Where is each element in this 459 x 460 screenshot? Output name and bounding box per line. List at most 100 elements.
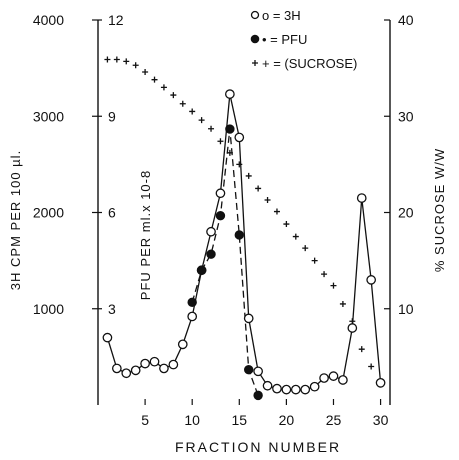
legend-label-3h: o = 3H [262, 8, 301, 23]
point-3h [319, 373, 329, 383]
point-3h [253, 366, 263, 377]
point-sucrose [160, 84, 167, 91]
point-pfu [206, 249, 216, 259]
point-3h [215, 188, 226, 199]
point-sucrose [198, 117, 205, 124]
point-3h [206, 226, 216, 237]
sucrose-tick-label: 20 [398, 205, 414, 221]
point-sucrose [302, 245, 309, 252]
point-sucrose [358, 346, 365, 353]
point-pfu [253, 390, 263, 401]
point-sucrose [236, 161, 243, 168]
point-3h [356, 193, 367, 203]
cpm-axis-title: 3H CPM PER 100 µl. [8, 150, 23, 290]
x-tick-label: 5 [141, 412, 149, 428]
point-3h [234, 132, 245, 143]
point-3h [187, 311, 198, 322]
point-3h [243, 313, 254, 324]
point-sucrose [273, 208, 280, 215]
point-sucrose [264, 196, 271, 203]
pfu-tick-label: 12 [108, 12, 124, 28]
point-3h [366, 275, 377, 285]
x-tick-label: 30 [373, 412, 389, 428]
point-3h [130, 365, 141, 376]
point-sucrose [255, 185, 262, 192]
legend-item-3h: o = 3H [262, 8, 301, 23]
point-3h [111, 363, 122, 374]
point-3h [375, 378, 386, 388]
point-sucrose [189, 108, 196, 115]
point-3h [328, 371, 339, 381]
sucrose-tick-label: 40 [398, 12, 414, 28]
point-sucrose [292, 233, 299, 240]
cpm-tick-label: 1000 [33, 301, 64, 317]
legend-label-sucrose: + = (SUCROSE) [262, 56, 357, 71]
point-pfu [215, 211, 226, 221]
x-axis-title: FRACTION NUMBER [175, 439, 341, 455]
point-3h [102, 332, 113, 343]
legend-marker-sucrose [252, 60, 258, 66]
point-sucrose [151, 76, 158, 83]
legend: o = 3H • = PFU + = (SUCROSE) [250, 8, 357, 71]
point-3h [262, 380, 273, 391]
x-tick-label: 10 [184, 412, 200, 428]
point-3h [272, 383, 282, 394]
point-sucrose [179, 100, 186, 107]
point-sucrose [245, 172, 252, 179]
x-tick-label: 20 [279, 412, 295, 428]
point-sucrose [321, 271, 328, 278]
legend-label-pfu: • = PFU [262, 32, 307, 47]
point-sucrose [226, 149, 233, 156]
point-sucrose [217, 138, 224, 145]
point-3h [177, 339, 188, 350]
point-pfu [244, 365, 254, 375]
point-sucrose [283, 221, 290, 228]
point-sucrose [339, 300, 346, 307]
x-tick-label: 25 [326, 412, 342, 428]
point-pfu [225, 124, 235, 134]
point-sucrose [349, 318, 356, 325]
legend-marker-3h [250, 10, 260, 20]
point-3h [225, 89, 235, 99]
point-sucrose [104, 56, 111, 63]
point-3h [149, 356, 160, 367]
point-3h [338, 375, 348, 385]
point-sucrose [208, 125, 215, 132]
point-sucrose [123, 58, 130, 65]
point-3h [168, 359, 179, 370]
point-3h [140, 358, 150, 369]
x-tick-label: 15 [232, 412, 248, 428]
point-sucrose [170, 92, 177, 99]
legend-marker-pfu [250, 34, 260, 44]
point-sucrose [113, 56, 120, 63]
point-sucrose [330, 282, 337, 289]
point-sucrose [368, 363, 375, 370]
point-3h [290, 384, 301, 395]
point-3h [300, 384, 311, 395]
sucrose-axis-title: % SUCROSE W/W [432, 148, 447, 272]
point-sucrose [132, 62, 139, 69]
pfu-tick-label: 9 [108, 108, 116, 124]
sucrose-tick-label: 10 [398, 301, 414, 317]
point-3h [309, 381, 320, 392]
pfu-axis-title: PFU PER ml.x 10-8 [138, 170, 153, 300]
point-3h [347, 323, 358, 333]
point-3h [281, 384, 292, 395]
pfu-tick-label: 3 [108, 301, 116, 317]
point-3h [121, 368, 132, 379]
series-points [102, 56, 386, 401]
point-pfu [196, 265, 207, 275]
point-pfu [234, 230, 244, 240]
cpm-tick-label: 3000 [33, 108, 64, 124]
point-sucrose [142, 68, 149, 75]
tick-labels: 5 10 15 20 25 30 1000 2000 3000 4000 3 6 9 12 10 20 30 40 [33, 12, 414, 428]
cpm-tick-label: 4000 [33, 12, 64, 28]
series-line-pfu [191, 129, 259, 396]
point-pfu [187, 297, 197, 308]
point-sucrose [311, 257, 318, 264]
cpm-tick-label: 2000 [33, 205, 64, 221]
point-3h [159, 363, 169, 374]
pfu-tick-label: 6 [108, 205, 116, 221]
sucrose-tick-label: 30 [398, 108, 414, 124]
